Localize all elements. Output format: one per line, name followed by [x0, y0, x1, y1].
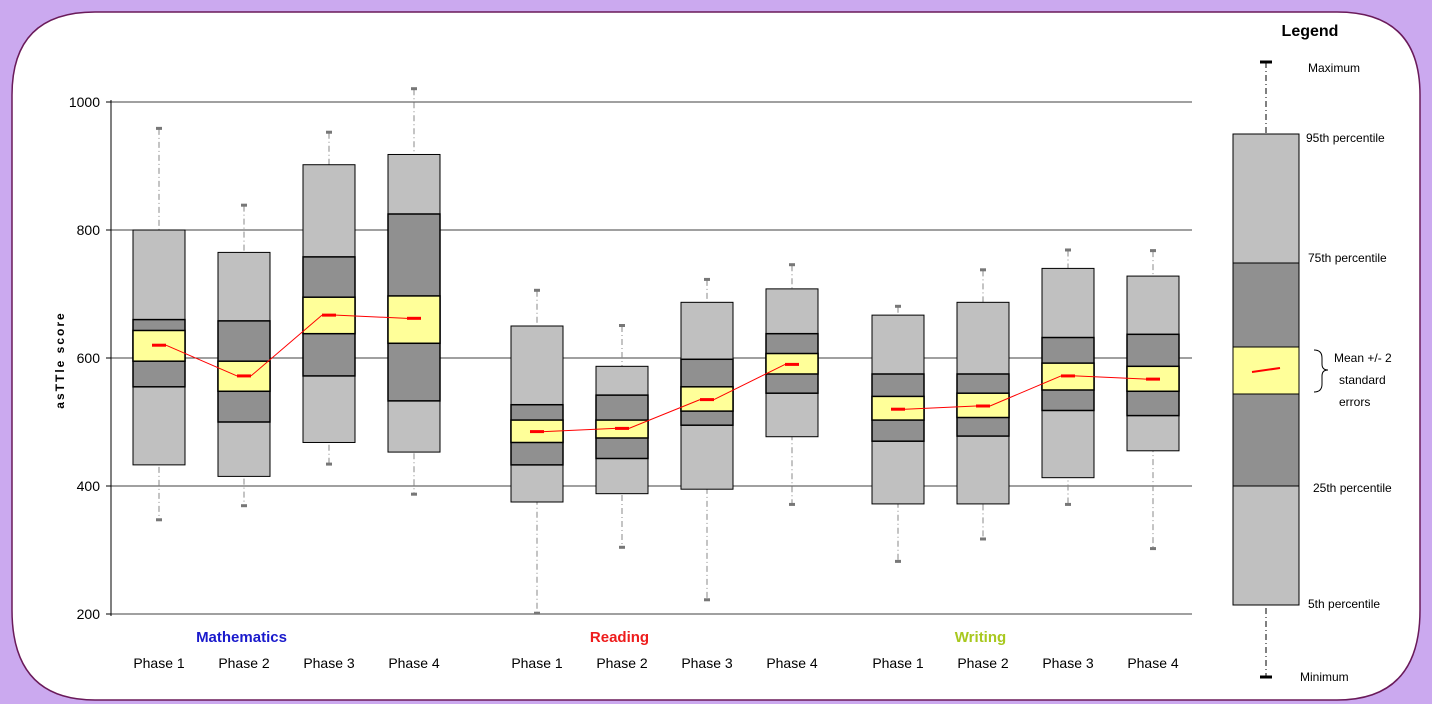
max-marker — [1065, 248, 1071, 252]
min-marker — [326, 462, 332, 466]
group-writing: Phase 1 Phase 2 Phase 3 Phase 4 Writing — [871, 248, 1180, 671]
gridlines — [111, 101, 1192, 615]
max-marker — [156, 126, 162, 130]
phase-label: Phase 3 — [681, 655, 733, 671]
phase-label: Phase 3 — [1042, 655, 1094, 671]
box-writing-phase-3: Phase 3 — [1041, 248, 1095, 671]
legend-label-75th: 75th percentile — [1308, 251, 1387, 265]
box-mathematics-phase-4: Phase 4 — [387, 87, 441, 671]
y-axis: asTTle score 200 400 600 800 1000 — [53, 94, 112, 622]
legend-label-5th: 5th percentile — [1308, 597, 1380, 611]
y-tick-label: 800 — [77, 222, 101, 238]
mean-band — [680, 386, 734, 412]
legend-label-95th: 95th percentile — [1306, 131, 1385, 145]
box-mathematics-phase-1: Phase 1 — [132, 126, 186, 671]
phase-label: Phase 1 — [133, 655, 185, 671]
legend: Legend Maximum 95th percentile 75th percen… — [1232, 23, 1392, 684]
mean-trend-line — [904, 405, 977, 410]
phase-label: Phase 4 — [766, 655, 818, 671]
max-marker — [411, 87, 417, 91]
legend-brace — [1313, 349, 1329, 393]
phase-label: Phase 2 — [596, 655, 648, 671]
max-marker — [534, 288, 540, 292]
legend-mean-marker — [1251, 367, 1281, 373]
group-mathematics: Phase 1 Phase 2 Phase 3 Phase 4 Mathematics — [132, 87, 441, 671]
mean-trend-line — [628, 399, 701, 429]
box-reading-phase-4: Phase 4 — [765, 263, 819, 671]
legend-label-25th: 25th percentile — [1313, 481, 1392, 495]
group-label: Reading — [590, 629, 649, 646]
phase-label: Phase 3 — [303, 655, 355, 671]
y-tick-label: 200 — [77, 606, 101, 622]
min-marker — [895, 559, 901, 563]
phase-label: Phase 1 — [872, 655, 924, 671]
max-marker — [241, 203, 247, 207]
y-tick-label: 1000 — [69, 94, 100, 110]
min-marker — [980, 537, 986, 541]
phase-label: Phase 2 — [218, 655, 270, 671]
phase-label: Phase 1 — [511, 655, 563, 671]
legend-label-minimum: Minimum — [1300, 670, 1349, 684]
min-marker — [619, 545, 625, 549]
phase-label: Phase 4 — [388, 655, 440, 671]
max-marker — [789, 263, 795, 267]
box-reading-phase-1: Phase 1 — [510, 288, 564, 671]
max-marker — [980, 268, 986, 272]
min-marker — [1065, 502, 1071, 506]
group-label: Writing — [955, 629, 1006, 646]
legend-label-maximum: Maximum — [1308, 61, 1360, 75]
max-marker — [1150, 249, 1156, 253]
box-writing-phase-1: Phase 1 — [871, 304, 925, 671]
max-marker — [619, 324, 625, 327]
mean-trend-line — [713, 363, 786, 401]
mean-trend-line — [1074, 375, 1147, 380]
min-marker — [156, 518, 162, 522]
group-label: Mathematics — [196, 629, 287, 646]
y-tick-label: 600 — [77, 350, 101, 366]
box-mathematics-phase-3: Phase 3 — [302, 130, 356, 671]
legend-label-mean-line: standard — [1339, 373, 1386, 387]
box-writing-phase-2: Phase 2 — [956, 268, 1010, 671]
min-marker — [411, 492, 417, 496]
min-marker — [789, 502, 795, 506]
legend-title: Legend — [1282, 23, 1339, 40]
min-marker — [704, 598, 710, 602]
phase-label: Phase 2 — [957, 655, 1009, 671]
y-tick-label: 400 — [77, 478, 101, 494]
legend-label-mean-line: errors — [1339, 395, 1370, 409]
min-marker — [534, 611, 540, 615]
max-marker — [704, 277, 710, 281]
mean-trend-line — [165, 344, 238, 377]
box-reading-phase-2: Phase 2 — [595, 324, 649, 671]
mean-trend-line — [335, 314, 408, 319]
y-axis-label: asTTle score — [53, 311, 67, 408]
mean-trend-line — [989, 375, 1062, 407]
box-reading-phase-3: Phase 3 — [680, 277, 734, 671]
mean-trend-line — [250, 314, 323, 377]
max-marker — [326, 130, 332, 134]
phase-label: Phase 4 — [1127, 655, 1179, 671]
max-marker — [895, 304, 901, 308]
min-marker — [241, 504, 247, 508]
legend-label-mean-line: Mean +/- 2 — [1334, 351, 1392, 365]
box-groups: Phase 1 Phase 2 Phase 3 Phase 4MathematicsP… — [132, 87, 1180, 671]
group-reading: Phase 1 Phase 2 Phase 3 Phase 4 Reading — [510, 263, 819, 671]
mean-trend-line — [543, 427, 616, 433]
min-marker — [1150, 547, 1156, 551]
